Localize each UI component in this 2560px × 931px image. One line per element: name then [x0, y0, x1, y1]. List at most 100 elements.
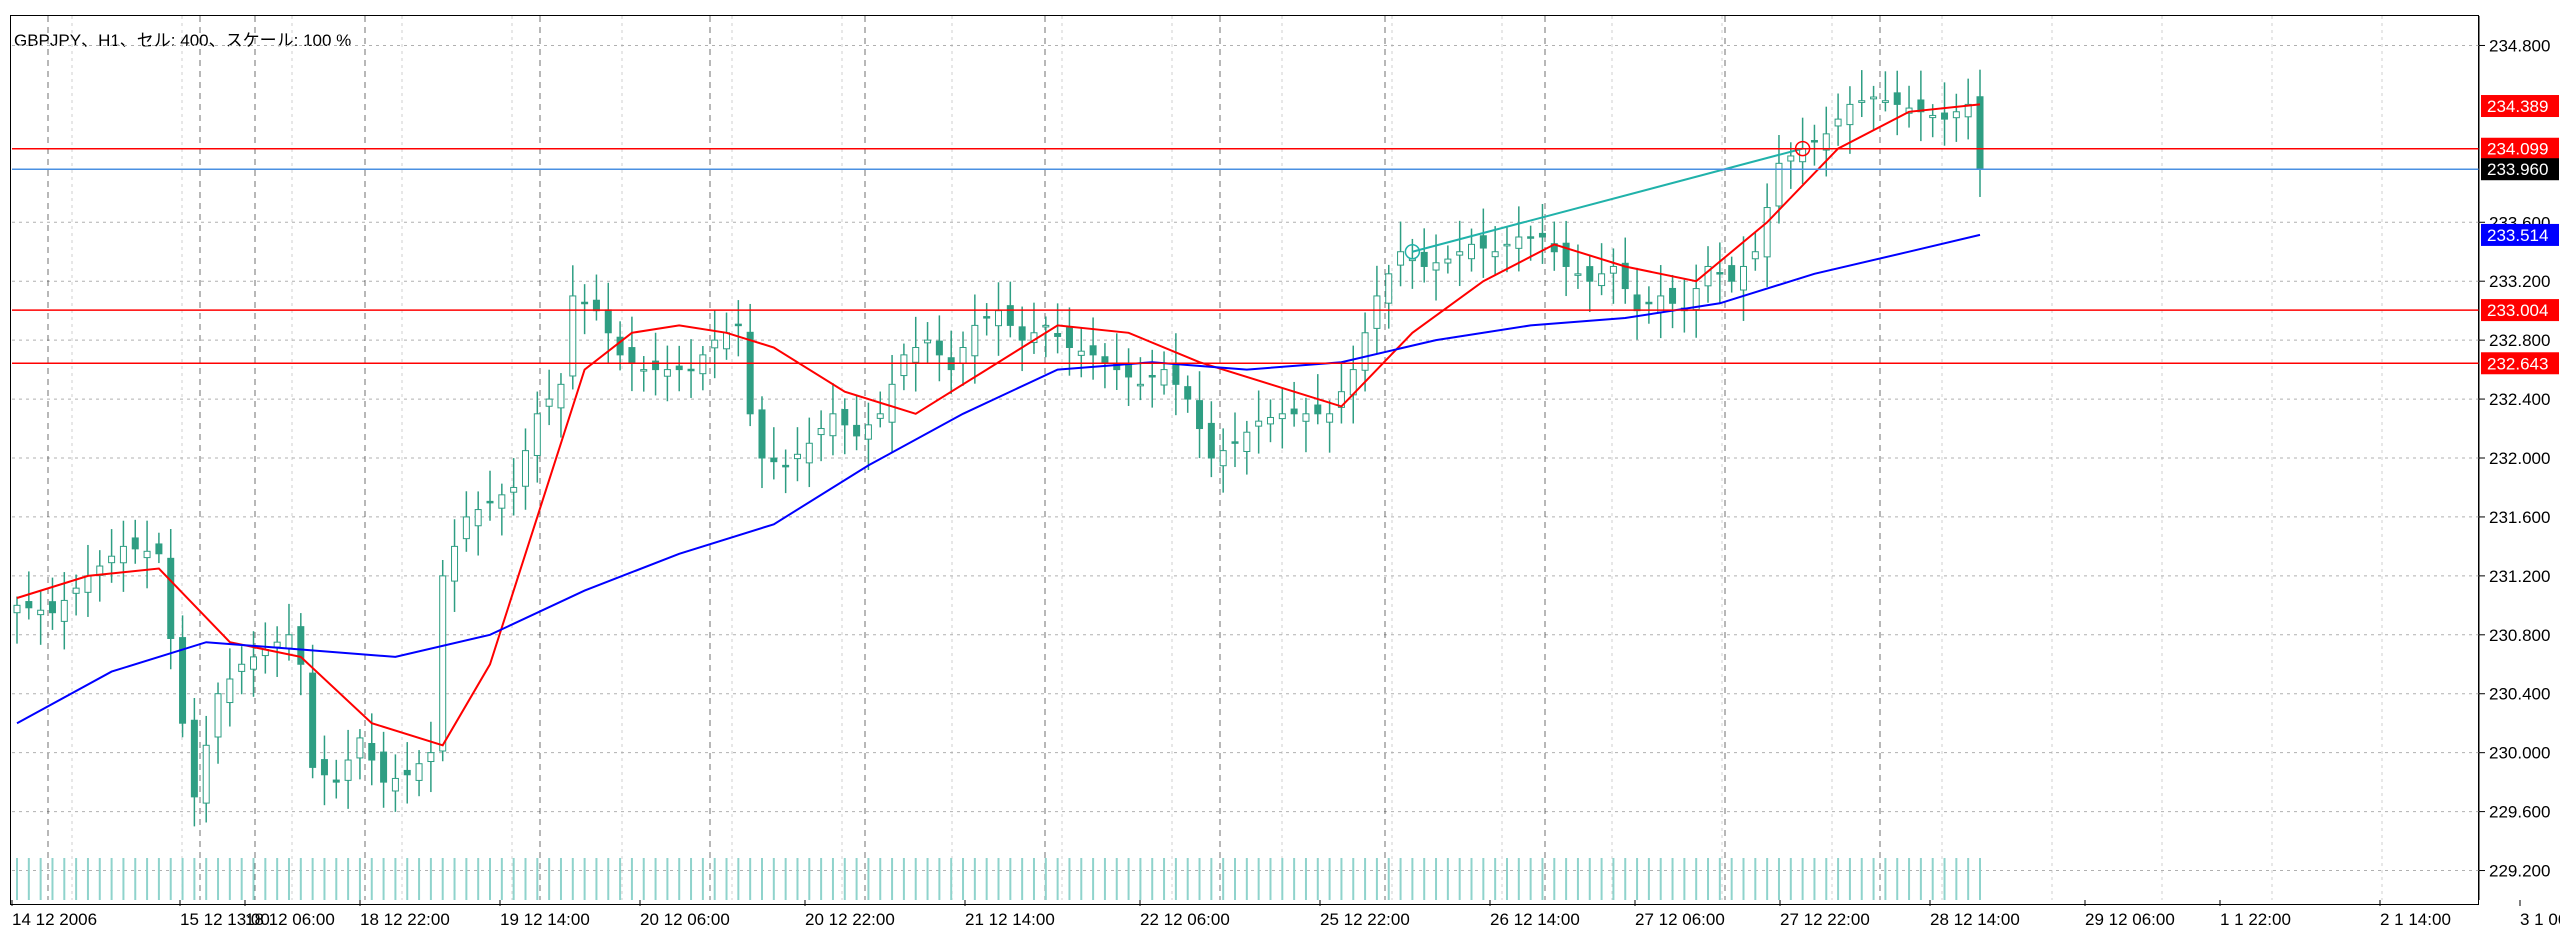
price-level-label: 233.004 [2487, 301, 2548, 320]
candle-body [1775, 162, 1783, 207]
candle-body [297, 626, 305, 665]
candle-body [48, 601, 56, 614]
time-tick-label: 26 12 14:00 [1490, 910, 1580, 929]
candle-body [1763, 207, 1771, 258]
candle-body [1385, 273, 1393, 304]
candle-body [131, 537, 139, 550]
candle-body [1243, 431, 1251, 453]
price-tick-label: 230.800 [2489, 626, 2550, 645]
candle-body [876, 413, 884, 419]
candle-body [1207, 422, 1215, 459]
candle-body [1527, 236, 1535, 239]
candle-body [1136, 383, 1144, 387]
candle-body [1077, 350, 1085, 356]
candle-body [983, 316, 991, 319]
candle-body [155, 543, 163, 555]
candle-body [1728, 265, 1736, 282]
candle-body [1917, 99, 1925, 113]
candle-body [640, 369, 648, 372]
candle-body [971, 324, 979, 357]
candle-body [864, 424, 872, 440]
price-tick-label: 229.600 [2489, 803, 2550, 822]
candle-body [675, 365, 683, 371]
candle-body [1266, 416, 1274, 425]
candle-body [1432, 262, 1440, 271]
candle-body [853, 424, 861, 437]
candle-body [344, 759, 352, 781]
candle-body [179, 637, 187, 724]
candle-body [770, 457, 778, 463]
candle-body [202, 744, 210, 804]
price-level-label-bg [2481, 352, 2559, 375]
candle-body [1645, 301, 1653, 305]
candle-body [1503, 243, 1511, 247]
time-tick-label: 21 12 14:00 [965, 910, 1055, 929]
candle-body [1255, 420, 1263, 427]
candle-body [1160, 369, 1168, 386]
candle-body [1006, 305, 1014, 326]
chart-plot-area[interactable] [10, 15, 2479, 905]
price-tick-label: 233.200 [2489, 272, 2550, 291]
candle-body [1468, 243, 1476, 260]
candle-body [13, 604, 21, 614]
candle-body [1420, 251, 1428, 267]
candle-body [37, 609, 45, 616]
candle-body [545, 398, 553, 407]
candle-body [451, 545, 459, 582]
price-level-label-bg [2481, 223, 2559, 246]
candle-body [238, 663, 246, 672]
candle-body [214, 693, 222, 738]
candle-body [841, 409, 849, 426]
time-tick-label: 29 12 06:00 [2085, 910, 2175, 929]
candle-body [888, 383, 896, 423]
candle-body [1574, 273, 1582, 276]
candle-body [391, 777, 399, 792]
candle-body [1822, 133, 1830, 151]
price-tick-label: 229.200 [2489, 862, 2550, 881]
candle-body [687, 368, 695, 372]
candle-body [415, 763, 423, 781]
candle-body [498, 494, 506, 509]
candle-body [1290, 408, 1298, 415]
time-tick-label: 3 1 06:00 [2520, 910, 2560, 929]
candle-body [1976, 96, 1984, 170]
candle-body [1219, 450, 1227, 467]
candle-body [1929, 114, 1937, 119]
time-tick-label: 1 1 22:00 [2220, 910, 2291, 929]
candle-body [829, 413, 837, 437]
candle-body [817, 428, 825, 436]
candle-body [427, 752, 435, 763]
candle-body [581, 301, 589, 305]
price-tick-label: 232.000 [2489, 449, 2550, 468]
candle-body [119, 545, 127, 564]
candle-body [1834, 118, 1842, 127]
trendline [1412, 147, 1803, 253]
candle-body [1326, 413, 1334, 423]
candle-body [250, 656, 258, 670]
candle-body [793, 453, 801, 460]
price-level-label-bg [2481, 137, 2559, 160]
time-tick-label: 14 12 2006 [12, 910, 97, 929]
candle-body [900, 354, 908, 377]
candle-body [273, 641, 281, 648]
candle-body [592, 299, 600, 312]
candle-body [1054, 333, 1062, 337]
time-tick-label: 27 12 06:00 [1635, 910, 1725, 929]
time-tick-label: 27 12 22:00 [1780, 910, 1870, 929]
price-level-label-bg [2481, 299, 2559, 322]
time-tick-label: 20 12 22:00 [805, 910, 895, 929]
candle-body [1314, 404, 1322, 415]
candle-body [1373, 295, 1381, 329]
candle-body [1810, 140, 1818, 143]
candle-body [1716, 272, 1724, 275]
candle-body [557, 383, 565, 409]
candle-body [380, 751, 388, 783]
candle-body [1669, 287, 1677, 304]
candle-body [368, 743, 376, 761]
candle-body [1964, 103, 1972, 118]
candle-body [1196, 400, 1204, 430]
candle-body [1456, 251, 1464, 256]
candle-body [1089, 345, 1097, 356]
